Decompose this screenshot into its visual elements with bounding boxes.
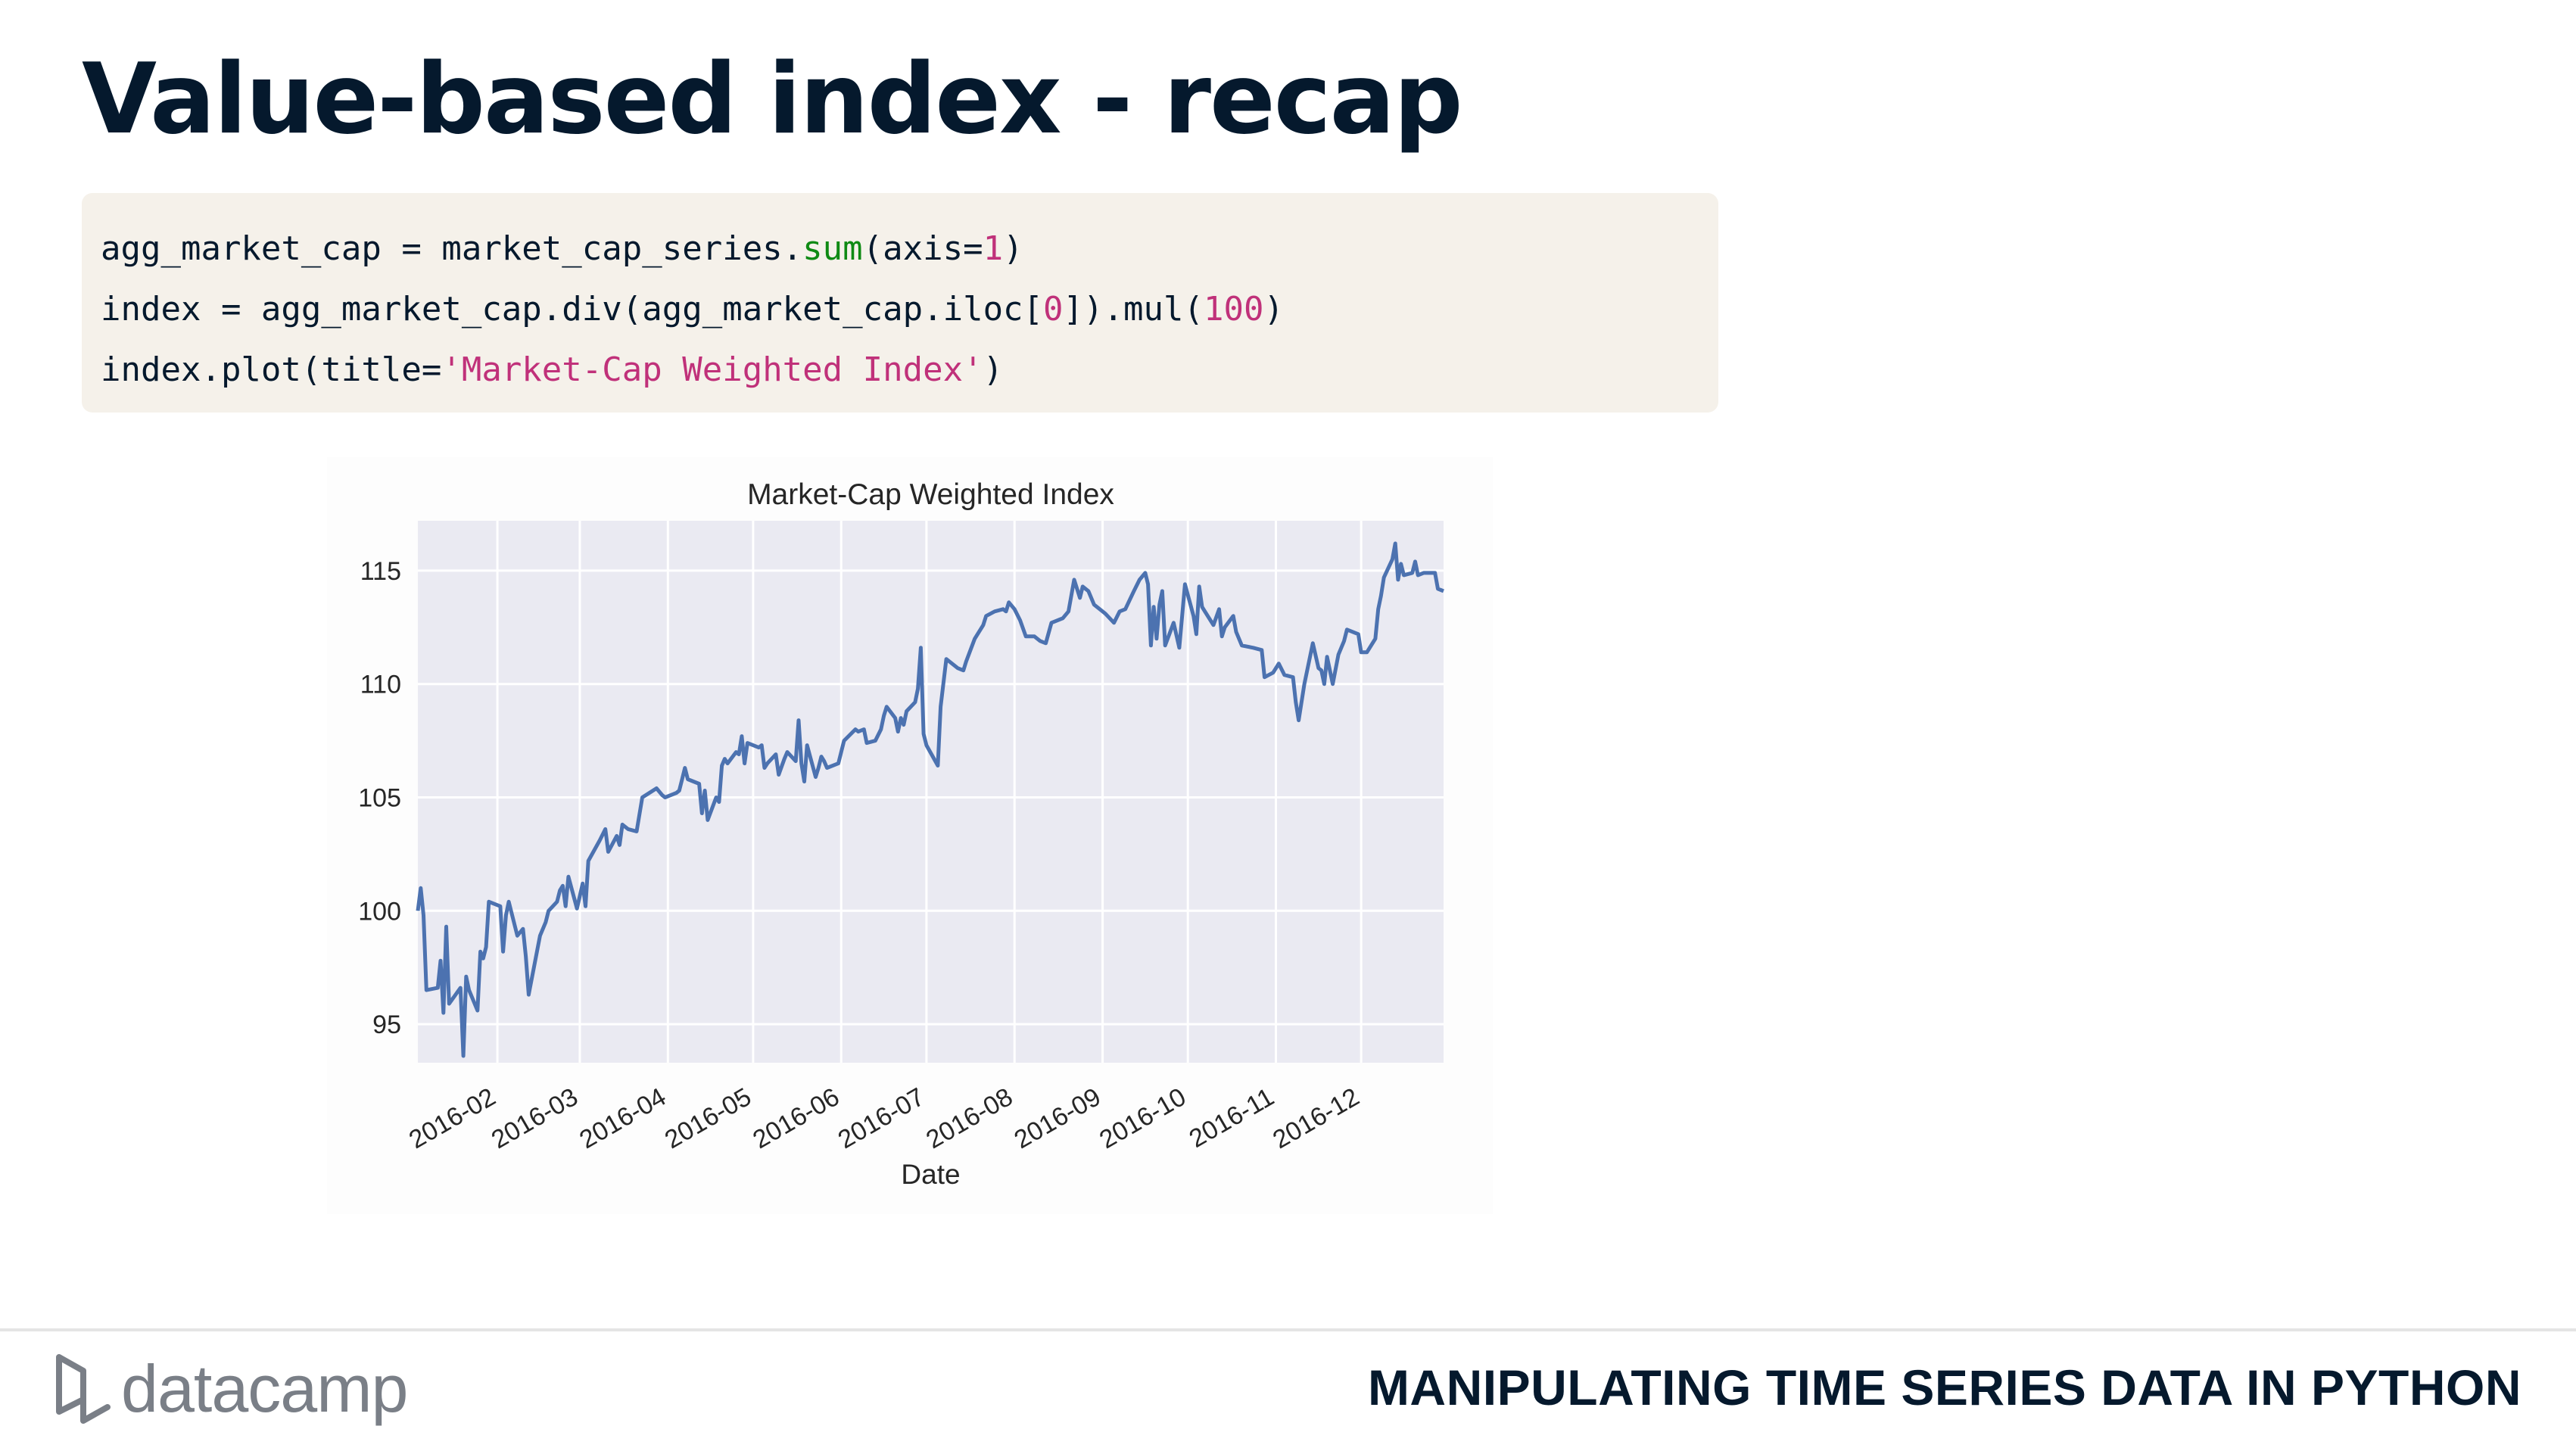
course-name: MANIPULATING TIME SERIES DATA IN PYTHON: [1367, 1359, 2521, 1415]
slide-title: Value-based index - recap: [82, 43, 1463, 156]
code-token: ): [1263, 290, 1284, 328]
code-token: ]).mul(: [1063, 290, 1204, 328]
code-token: ): [1003, 229, 1023, 268]
x-tick-label: 2016-03: [487, 1082, 583, 1154]
code-token-string: 'Market-Cap Weighted Index': [441, 350, 983, 389]
y-tick-label: 110: [360, 671, 401, 699]
datacamp-logo-icon: [53, 1351, 114, 1427]
line-chart: 95 100 105 110 115 2016-02 2016-03 2016-04 2016…: [327, 457, 1493, 1214]
datacamp-logo: datacamp: [53, 1347, 408, 1431]
x-tick-label: 2016-12: [1268, 1082, 1364, 1154]
y-tick-labels: 95 100 105 110 115: [358, 557, 401, 1039]
series-lines: [416, 541, 1444, 1058]
code-token: agg_market_cap = market_cap_series.: [101, 229, 803, 268]
series-line: [416, 541, 1444, 1058]
code-token-number: 0: [1043, 290, 1064, 328]
code-token-number: 1: [983, 229, 1004, 268]
code-line-3: index.plot(title='Market-Cap Weighted In…: [101, 343, 1718, 403]
code-block: agg_market_cap = market_cap_series.sum(a…: [82, 193, 1718, 413]
x-tick-label: 2016-11: [1185, 1082, 1279, 1154]
chart-title: Market-Cap Weighted Index: [747, 478, 1114, 511]
x-tick-label: 2016-05: [660, 1082, 756, 1154]
code-token: index.plot(title=: [101, 350, 442, 389]
x-tick-label: 2016-09: [1010, 1082, 1106, 1154]
code-token-number: 100: [1203, 290, 1264, 328]
x-axis-label: Date: [901, 1159, 960, 1190]
code-token: (axis=: [862, 229, 983, 268]
brand-name: datacamp: [121, 1351, 408, 1426]
y-tick-label: 115: [360, 557, 401, 586]
x-tick-label: 2016-02: [404, 1082, 500, 1154]
y-tick-label: 100: [358, 897, 401, 926]
x-tick-label: 2016-10: [1095, 1082, 1191, 1154]
code-line-2: index = agg_market_cap.div(agg_market_ca…: [101, 282, 1718, 343]
footer-divider: [0, 1328, 2576, 1331]
x-tick-label: 2016-06: [748, 1082, 844, 1154]
code-token-function: sum: [802, 229, 863, 268]
x-tick-label: 2016-04: [575, 1082, 671, 1154]
code-line-1: agg_market_cap = market_cap_series.sum(a…: [101, 222, 1718, 282]
x-tick-label: 2016-07: [833, 1082, 930, 1154]
code-token: index = agg_market_cap.div(agg_market_ca…: [101, 290, 1044, 328]
x-tick-labels: 2016-022016-032016-042016-052016-062016-…: [404, 1082, 1364, 1154]
code-token: ): [983, 350, 1004, 389]
y-tick-label: 95: [372, 1010, 401, 1039]
plot-background: [418, 521, 1444, 1063]
y-tick-label: 105: [358, 783, 401, 812]
x-tick-label: 2016-08: [921, 1082, 1017, 1154]
